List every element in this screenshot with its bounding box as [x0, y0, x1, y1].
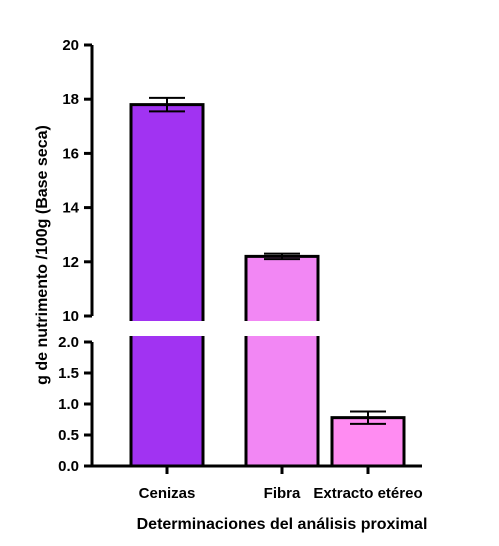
y-tick-label: 16: [62, 145, 79, 162]
axis-break-gap: [80, 321, 420, 336]
x-tick-label: Fibra: [264, 485, 301, 502]
y-tick-label: 0.0: [58, 458, 79, 475]
y-axis-title: g de nutrimento /100g (Base seca): [34, 125, 51, 385]
y-tick-label: 0.5: [58, 427, 79, 444]
y-tick-label: 1.5: [58, 365, 79, 382]
bar-1: [129, 103, 205, 468]
y-tick-label: 18: [62, 91, 79, 108]
x-tick-label: Extracto etéreo: [313, 485, 422, 502]
bars: [80, 96, 420, 468]
bar-2: [244, 254, 320, 468]
y-tick-label: 14: [62, 200, 79, 217]
y-tick-label: 12: [62, 254, 79, 271]
y-tick-label: 10: [62, 308, 79, 325]
bar-3: [330, 416, 406, 468]
x-tick-label: Cenizas: [139, 485, 196, 502]
tick-labels: 10 12 14 16 18 20 0.0 0.5 1.0 1.5 2.0 Cenizas Fibra E…: [58, 37, 422, 502]
y-tick-label: 20: [62, 37, 79, 54]
x-axis-title: Determinaciones del análisis proximal: [137, 516, 428, 533]
y-tick-label: 1.0: [58, 396, 79, 413]
y-tick-label: 2.0: [58, 334, 79, 351]
